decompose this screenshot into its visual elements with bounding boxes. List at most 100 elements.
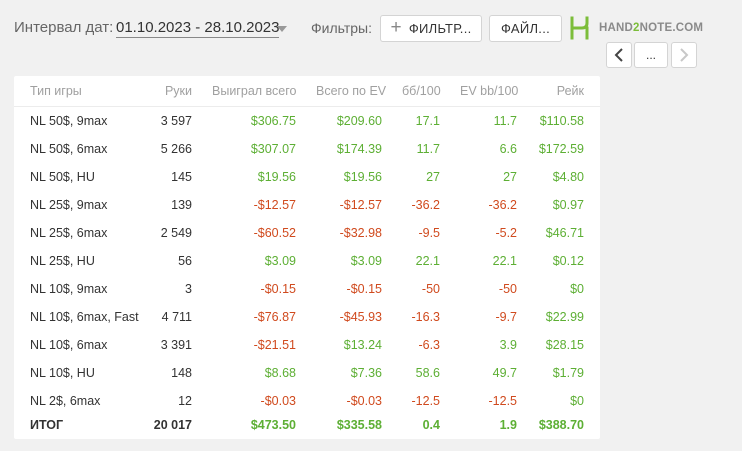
game-type-cell: NL 10$, 6max, Fast <box>30 310 139 324</box>
add-filter-label: ФИЛЬТР... <box>408 21 472 36</box>
column-header-ev-bb100[interactable]: EV bb/100 <box>456 76 533 107</box>
rake-cell: $1.79 <box>552 366 584 380</box>
table-row[interactable]: NL 50$, 6max 5 266 $307.07 $174.39 11.7 6.6 $1… <box>14 132 600 160</box>
column-header-bb100[interactable]: бб/100 <box>398 76 456 107</box>
game-type-cell: NL 10$, HU <box>30 366 95 380</box>
table-row[interactable]: NL 50$, HU 145 $19.56 $19.56 27 27 $4.80 <box>14 160 600 188</box>
column-header-game-type[interactable]: Тип игры <box>14 76 148 107</box>
hands-cell: 145 <box>171 170 192 184</box>
won-total-cell: -$21.51 <box>253 338 296 352</box>
next-button[interactable] <box>671 42 697 68</box>
column-header-ev-total[interactable]: Всего по EV <box>312 76 398 107</box>
ev-total-cell: $3.09 <box>350 254 382 268</box>
rake-cell: $22.99 <box>545 310 584 324</box>
column-header-won-total[interactable]: Выиграл всего <box>208 76 312 107</box>
ev-total-cell: $174.39 <box>336 142 382 156</box>
ev-bb100-cell: 27 <box>503 170 517 184</box>
won-total-cell: -$60.52 <box>253 226 296 240</box>
rake-cell: $0.97 <box>552 198 584 212</box>
won-total-cell: -$12.57 <box>253 198 296 212</box>
chevron-right-icon <box>680 48 689 62</box>
table-row[interactable]: NL 10$, 6max, Fast 4 711 -$76.87 -$45.93 -16… <box>14 300 600 328</box>
ev-bb100-cell: -5.2 <box>495 226 517 240</box>
ev-bb100-cell: 6.6 <box>499 142 517 156</box>
ev-bb100-cell: 22.1 <box>492 254 517 268</box>
bb100-cell: -6.3 <box>418 338 440 352</box>
hands-cell: 148 <box>171 366 192 380</box>
file-button-label: ФАЙЛ... <box>500 21 551 36</box>
ev-bb100-cell: -9.7 <box>495 310 517 324</box>
bb100-cell: -50 <box>421 282 440 296</box>
bb100-cell: -36.2 <box>411 198 441 212</box>
more-button[interactable]: ... <box>634 42 668 68</box>
stats-panel: Тип игры Руки Выиграл всего Всего по EV … <box>14 76 600 439</box>
column-header-hands[interactable]: Руки <box>148 76 208 107</box>
game-type-cell: NL 2$, 6max <box>30 394 101 408</box>
toolbar: Интервал дат: 01.10.2023 - 28.10.2023 Фи… <box>0 0 742 76</box>
won-total-cell: $3.09 <box>264 254 296 268</box>
game-type-cell: NL 50$, 6max <box>30 142 108 156</box>
table-row[interactable]: NL 50$, 9max 3 597 $306.75 $209.60 17.1 11.7 $… <box>14 106 600 132</box>
ev-bb100-cell: 11.7 <box>493 114 517 128</box>
rake-cell: $4.80 <box>552 170 584 184</box>
won-total-cell: -$0.03 <box>260 394 296 408</box>
rake-cell: $388.70 <box>538 417 584 432</box>
logo-text: HAND2NOTE.COM <box>599 22 704 34</box>
won-total-cell: $8.68 <box>264 366 296 380</box>
hands-cell: 12 <box>178 394 192 408</box>
game-type-cell: NL 25$, 6max <box>30 226 108 240</box>
hand2note-logo: HAND2NOTE.COM <box>569 16 703 40</box>
rake-cell: $172.59 <box>538 142 584 156</box>
table-row[interactable]: NL 10$, HU 148 $8.68 $7.36 58.6 49.7 $1.79 <box>14 356 600 384</box>
table-row[interactable]: NL 25$, 9max 139 -$12.57 -$12.57 -36.2 -36.2 $… <box>14 188 600 216</box>
date-interval-label: Интервал дат: <box>14 19 114 36</box>
game-type-cell: NL 10$, 6max <box>30 338 108 352</box>
rake-cell: $46.71 <box>545 226 584 240</box>
ev-bb100-cell: 1.9 <box>499 417 517 432</box>
ev-total-cell: -$12.57 <box>339 198 382 212</box>
bb100-cell: -12.5 <box>411 394 441 408</box>
hands-cell: 4 711 <box>161 310 192 324</box>
hands-cell: 3 <box>185 282 192 296</box>
table-row[interactable]: NL 25$, HU 56 $3.09 $3.09 22.1 22.1 $0.12 <box>14 244 600 272</box>
hands-cell: 3 597 <box>160 114 192 128</box>
column-header-rake[interactable]: Рейк <box>533 76 600 107</box>
chevron-down-icon[interactable] <box>277 26 287 32</box>
table-row[interactable]: NL 25$, 6max 2 549 -$60.52 -$32.98 -9.5 -5.2 $… <box>14 216 600 244</box>
ev-bb100-cell: -50 <box>498 282 517 296</box>
table-row[interactable]: NL 2$, 6max 12 -$0.03 -$0.03 -12.5 -12.5 $0 <box>14 384 600 412</box>
hands-cell: 139 <box>171 198 192 212</box>
plus-icon: + <box>390 17 402 38</box>
game-type-cell: NL 25$, HU <box>30 254 95 268</box>
bb100-cell: 22.1 <box>415 254 440 268</box>
won-total-cell: -$0.15 <box>260 282 296 296</box>
chevron-left-icon <box>614 48 623 62</box>
game-type-cell: NL 10$, 9max <box>30 282 108 296</box>
ev-bb100-cell: -12.5 <box>488 394 518 408</box>
total-row[interactable]: ИТОГ 20 017 $473.50 $335.58 0.4 1.9 $388.70 <box>14 412 600 437</box>
table-header-row: Тип игры Руки Выиграл всего Всего по EV … <box>14 76 600 107</box>
rake-cell: $0.12 <box>552 254 584 268</box>
add-filter-button[interactable]: + ФИЛЬТР... <box>380 15 482 42</box>
filters-label: Фильтры: <box>311 20 372 36</box>
ev-total-cell: -$0.03 <box>346 394 382 408</box>
table-row[interactable]: NL 10$, 6max 3 391 -$21.51 $13.24 -6.3 3.9 $28… <box>14 328 600 356</box>
bb100-cell: -16.3 <box>411 310 441 324</box>
hands-cell: 2 549 <box>160 226 192 240</box>
ev-total-cell: -$45.93 <box>339 310 382 324</box>
date-range-picker[interactable]: 01.10.2023 - 28.10.2023 <box>116 19 280 38</box>
bb100-cell: 58.6 <box>415 366 440 380</box>
ev-total-cell: $19.56 <box>343 170 382 184</box>
ev-total-cell: $209.60 <box>336 114 382 128</box>
file-button[interactable]: ФАЙЛ... <box>489 15 562 42</box>
rake-cell: $0 <box>570 394 584 408</box>
stats-table: Тип игры Руки Выиграл всего Всего по EV … <box>14 76 600 437</box>
won-total-cell: $473.50 <box>250 417 296 432</box>
bb100-cell: 0.4 <box>422 417 440 432</box>
ev-total-cell: -$0.15 <box>346 282 382 296</box>
ev-bb100-cell: -36.2 <box>488 198 518 212</box>
prev-button[interactable] <box>606 42 632 68</box>
table-row[interactable]: NL 10$, 9max 3 -$0.15 -$0.15 -50 -50 $0 <box>14 272 600 300</box>
bb100-cell: 11.7 <box>416 142 440 156</box>
game-type-cell: ИТОГ <box>30 417 64 432</box>
